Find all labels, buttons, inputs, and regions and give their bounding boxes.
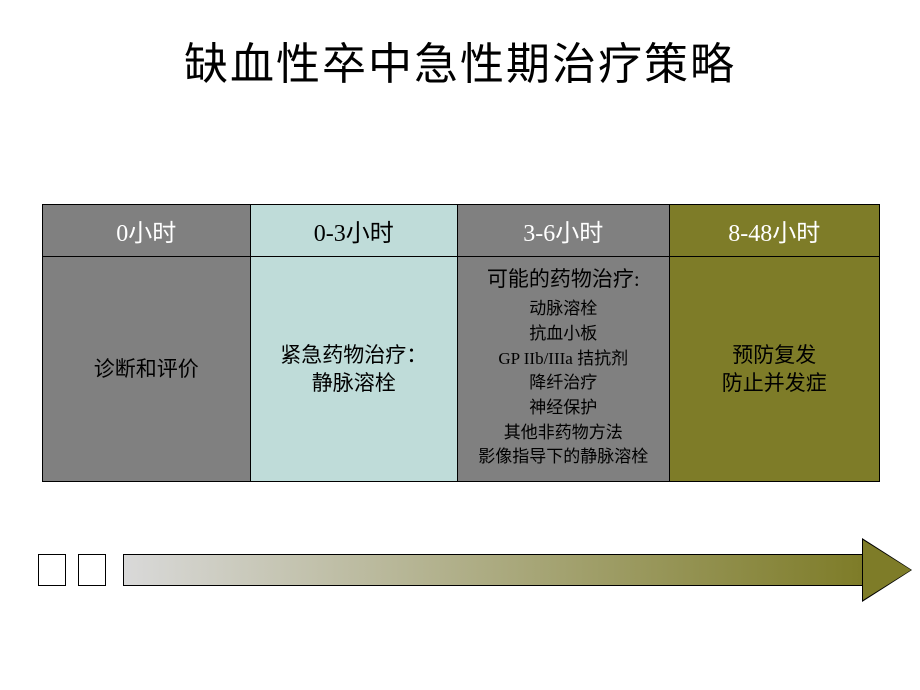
possible-title: 可能的药物治疗: <box>487 265 640 293</box>
arrow-shaft <box>123 554 863 586</box>
page-title: 缺血性卒中急性期治疗策略 <box>0 0 920 92</box>
body-line: 预防复发 <box>732 341 816 369</box>
body-line: 诊断和评价 <box>94 355 199 383</box>
possible-item: GP IIb/IIIa 拮抗剂 <box>498 347 628 372</box>
possible-item: 降纤治疗 <box>529 371 597 396</box>
column-body: 可能的药物治疗: 动脉溶栓抗血小板GP IIb/IIIa 拮抗剂降纤治疗神经保护其… <box>458 257 669 481</box>
body-line: 防止并发症 <box>722 369 827 397</box>
column-1: 0-3小时紧急药物治疗：静脉溶栓 <box>251 205 459 481</box>
possible-item: 影像指导下的静脉溶栓 <box>478 445 648 470</box>
possible-item: 神经保护 <box>529 396 597 421</box>
arrow-start-box <box>38 554 66 586</box>
column-body: 诊断和评价 <box>43 257 250 481</box>
column-header: 8-48小时 <box>670 205 880 257</box>
possible-item: 抗血小板 <box>529 322 597 347</box>
column-header: 0-3小时 <box>251 205 458 257</box>
column-3: 8-48小时预防复发防止并发症 <box>670 205 880 481</box>
possible-item: 其他非药物方法 <box>504 421 623 446</box>
column-2: 3-6小时可能的药物治疗: 动脉溶栓抗血小板GP IIb/IIIa 拮抗剂降纤治疗… <box>458 205 670 481</box>
possible-item: 动脉溶栓 <box>529 297 597 322</box>
arrow-head <box>863 540 911 600</box>
arrow-start-box <box>78 554 106 586</box>
body-line: 静脉溶栓 <box>312 369 396 397</box>
column-header: 3-6小时 <box>458 205 669 257</box>
body-line: 紧急药物治疗： <box>280 341 427 369</box>
column-0: 0小时诊断和评价 <box>43 205 251 481</box>
strategy-table: 0小时诊断和评价0-3小时紧急药物治疗：静脉溶栓3-6小时可能的药物治疗:动脉溶… <box>42 204 880 482</box>
column-body: 紧急药物治疗：静脉溶栓 <box>251 257 458 481</box>
column-body: 预防复发防止并发症 <box>670 257 880 481</box>
table: 0小时诊断和评价0-3小时紧急药物治疗：静脉溶栓3-6小时可能的药物治疗:动脉溶… <box>42 204 880 482</box>
column-header: 0小时 <box>43 205 250 257</box>
timeline-arrow <box>33 540 913 600</box>
